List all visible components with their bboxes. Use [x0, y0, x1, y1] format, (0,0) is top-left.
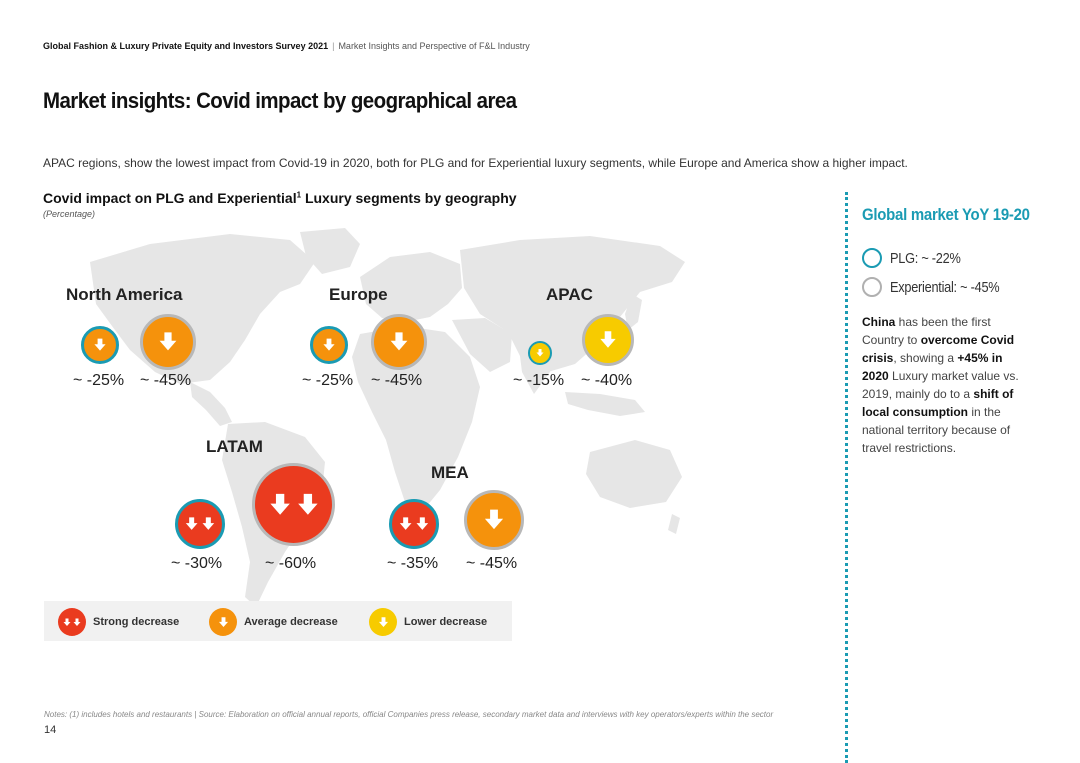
map-europe — [360, 252, 462, 322]
latam-exp-value: ~ -60% — [265, 555, 317, 572]
legend-average: Average decrease — [209, 608, 338, 636]
sidebar-experiential-value: Experiential: ~ -45% — [890, 278, 1000, 296]
map-north-america — [90, 234, 315, 384]
mea-exp-value: ~ -45% — [466, 555, 518, 572]
region-label-north-america: North America — [66, 285, 183, 304]
page-number: 14 — [44, 724, 57, 736]
intro-text: APAC regions, show the lowest impact fro… — [43, 156, 908, 170]
region-label-latam: LATAM — [206, 437, 263, 456]
europe-plg-bubble — [310, 326, 348, 364]
legend-strong: Strong decrease — [58, 608, 179, 636]
map-greenland — [300, 228, 360, 274]
europe-exp-bubble — [371, 314, 427, 370]
mea-plg-value: ~ -35% — [387, 555, 439, 572]
sidebar-text: China has been the first Country to over… — [862, 315, 1019, 455]
apac-exp-value: ~ -40% — [581, 372, 633, 389]
report-title: Global Fashion & Luxury Private Equity a… — [43, 41, 329, 51]
chart-title: Covid impact on PLG and Experiential1 Lu… — [43, 190, 517, 206]
north-america-exp-bubble — [140, 314, 196, 370]
mea-exp-bubble — [464, 490, 524, 550]
chart-legend: Strong decrease Average decrease Lower d… — [44, 601, 512, 641]
sidebar-divider — [845, 192, 848, 763]
arrow-down-icon — [484, 509, 504, 530]
apac-plg-value: ~ -15% — [513, 372, 565, 389]
map-japan — [625, 294, 642, 330]
apac-exp-bubble — [582, 314, 634, 366]
page-title: Market insights: Covid impact by geograp… — [43, 88, 517, 113]
map-indonesia — [565, 392, 645, 416]
region-label-apac: APAC — [546, 285, 593, 304]
latam-plg-bubble — [175, 499, 225, 549]
header-separator: | — [332, 41, 335, 51]
apac-plg-bubble — [528, 341, 552, 365]
north-america-exp-value: ~ -45% — [140, 372, 192, 389]
north-america-plg-value: ~ -25% — [73, 372, 125, 389]
legend-strong-label: Strong decrease — [93, 616, 180, 628]
arrow-down-icon — [390, 332, 408, 351]
north-america-plg-bubble — [81, 326, 119, 364]
legend-lower-label: Lower decrease — [404, 616, 488, 628]
europe-exp-value: ~ -45% — [371, 372, 423, 389]
arrow-down-icon — [94, 338, 106, 351]
region-label-mea: MEA — [431, 463, 469, 482]
sidebar-legend-plg: PLG: ~ -22% — [862, 248, 973, 268]
arrow-down-icon — [600, 331, 616, 348]
map-australia — [586, 440, 682, 508]
double-arrow-down-icon — [185, 517, 215, 530]
arrow-down-icon — [536, 349, 544, 357]
double-arrow-down-icon — [58, 608, 86, 636]
legend-lower: Lower decrease — [369, 608, 487, 636]
latam-plg-value: ~ -30% — [171, 555, 223, 572]
arrow-down-icon — [323, 338, 335, 351]
map-asia — [460, 236, 685, 372]
experiential-ring-icon — [862, 277, 882, 297]
sidebar-plg-value: PLG: ~ -22% — [890, 249, 961, 267]
mea-plg-bubble — [389, 499, 439, 549]
map-central-america — [190, 382, 232, 426]
footnotes: Notes: (1) includes hotels and restauran… — [44, 710, 774, 719]
legend-average-label: Average decrease — [244, 616, 338, 628]
report-header: Global Fashion & Luxury Private Equity a… — [43, 41, 530, 51]
chart-subtitle: (Percentage) — [43, 209, 96, 219]
map-new-zealand — [668, 514, 680, 534]
double-arrow-down-icon — [399, 517, 429, 530]
sidebar-legend-experiential: Experiential: ~ -45% — [862, 277, 1019, 297]
europe-plg-value: ~ -25% — [302, 372, 354, 389]
world-map — [90, 228, 685, 607]
region-label-europe: Europe — [329, 285, 388, 304]
plg-ring-icon — [862, 248, 882, 268]
map-africa — [352, 326, 480, 512]
map-middle-east — [452, 318, 512, 372]
double-arrow-down-icon — [269, 493, 318, 515]
report-section: Market Insights and Perspective of F&L I… — [338, 41, 530, 51]
arrow-down-icon — [159, 332, 177, 351]
latam-exp-bubble — [252, 463, 335, 546]
arrow-down-icon — [369, 608, 397, 636]
arrow-down-icon — [209, 608, 237, 636]
sidebar-title: Global market YoY 19-20 — [862, 205, 1030, 224]
